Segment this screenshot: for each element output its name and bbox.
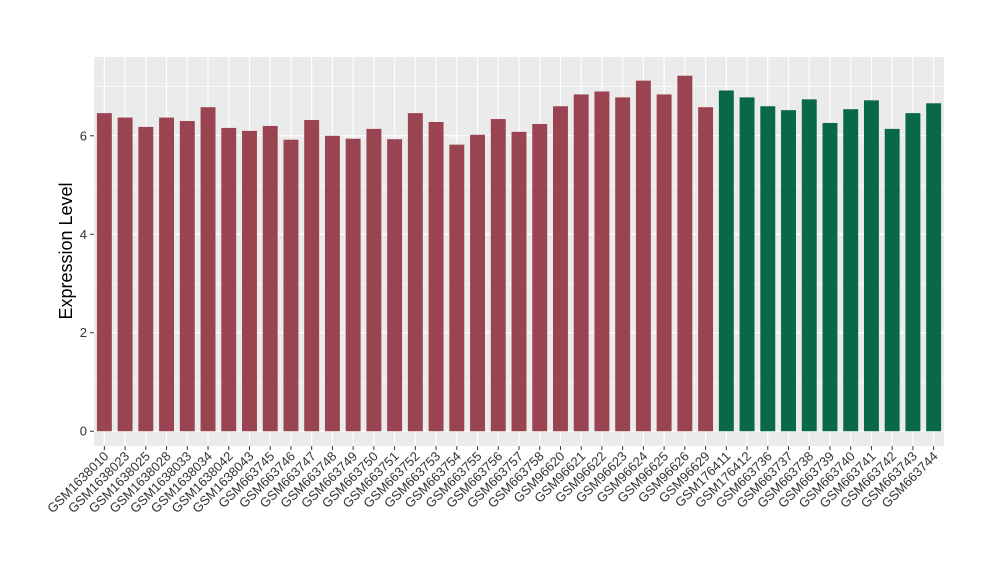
bar-GSM1638034 — [200, 107, 216, 432]
bar-GSM1638033 — [179, 121, 195, 432]
bar-GSM663756 — [490, 119, 506, 432]
bar-GSM1638043 — [242, 130, 257, 432]
bar-GSM663740 — [843, 109, 859, 432]
bar-GSM663744 — [926, 103, 942, 432]
bar-GSM96624 — [635, 80, 651, 432]
bar-GSM96623 — [615, 97, 631, 432]
bar-GSM663748 — [324, 135, 340, 432]
bar-GSM96622 — [594, 91, 610, 432]
bar-GSM1638023 — [117, 117, 133, 432]
y-tick-label: 2 — [80, 325, 87, 340]
y-axis: 0 2 4 6 — [80, 128, 94, 439]
bar-GSM663742 — [884, 128, 900, 432]
bar-GSM96621 — [573, 94, 589, 432]
y-axis-title: Expression Level — [56, 182, 76, 319]
bar-GSM663758 — [532, 123, 548, 432]
bar-GSM663752 — [407, 113, 423, 432]
y-tick-label: 6 — [80, 128, 87, 143]
bar-GSM663755 — [470, 134, 485, 432]
bar-GSM663753 — [428, 121, 444, 432]
bar-GSM1638028 — [159, 117, 175, 432]
bar-GSM663749 — [345, 138, 361, 432]
bar-GSM663747 — [304, 120, 320, 432]
bar-GSM96625 — [656, 94, 672, 432]
bar-GSM1638025 — [138, 126, 154, 432]
bar-GSM663754 — [449, 144, 465, 432]
bar-GSM663745 — [262, 125, 278, 432]
bar-GSM663738 — [801, 99, 817, 432]
bar-GSM663737 — [781, 110, 796, 432]
bar-GSM663746 — [283, 139, 299, 432]
bar-GSM663736 — [760, 106, 776, 432]
y-tick-label: 4 — [80, 227, 87, 242]
bar-GSM663751 — [387, 139, 403, 432]
bar-GSM176412 — [739, 97, 755, 432]
bar-GSM663757 — [511, 131, 527, 432]
bar-GSM663743 — [905, 113, 921, 432]
x-axis: GSM1638010GSM1638023GSM1638025GSM1638028… — [44, 446, 941, 516]
bars — [96, 75, 942, 432]
bar-GSM1638042 — [221, 127, 237, 432]
bar-GSM96629 — [698, 107, 714, 432]
bar-GSM663750 — [366, 128, 382, 432]
bar-GSM176411 — [718, 90, 734, 432]
y-tick-label: 0 — [80, 424, 87, 439]
bar-GSM1638010 — [96, 113, 112, 432]
bar-GSM96620 — [553, 106, 568, 432]
bar-GSM663741 — [863, 100, 879, 432]
bar-GSM96626 — [677, 75, 693, 432]
bar-GSM663739 — [822, 122, 838, 432]
